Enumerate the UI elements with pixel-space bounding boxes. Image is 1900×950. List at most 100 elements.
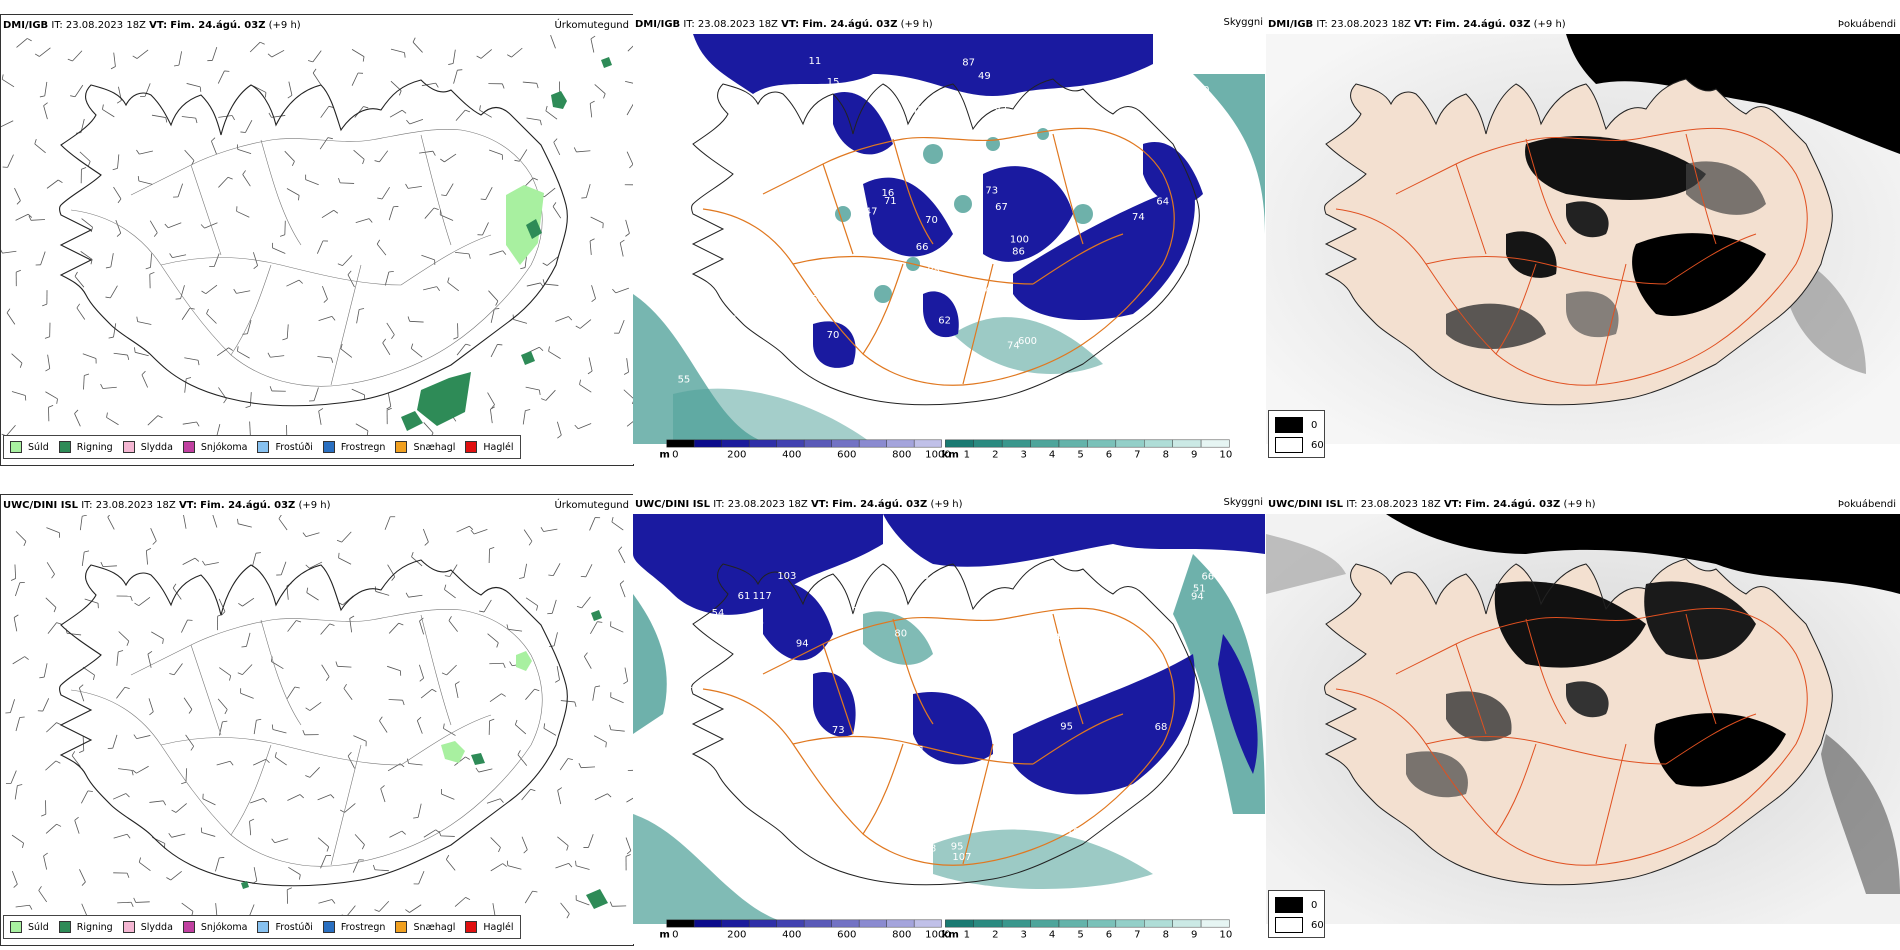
wind-barb bbox=[488, 290, 499, 302]
wind-barb bbox=[205, 284, 218, 294]
wind-barb bbox=[138, 180, 153, 185]
visibility-value-label: 47 bbox=[865, 206, 878, 217]
wind-barb bbox=[455, 109, 466, 121]
colorbar-tick-km: 4 bbox=[1049, 449, 1055, 460]
colorbar-tick-km: 6 bbox=[1106, 929, 1112, 940]
visibility-value-label: 73 bbox=[985, 185, 998, 196]
wind-barb bbox=[356, 309, 360, 324]
wind-barb bbox=[136, 765, 149, 774]
wind-barb bbox=[579, 384, 592, 393]
wind-barb bbox=[2, 78, 15, 88]
wind-barb bbox=[72, 50, 83, 62]
wind-barb bbox=[342, 255, 353, 266]
wind-barb bbox=[115, 219, 122, 234]
wind-barb bbox=[280, 561, 287, 576]
visibility-value-label: 61 bbox=[738, 591, 751, 602]
colorbar-segment bbox=[803, 439, 832, 448]
wind-barb bbox=[545, 110, 558, 120]
colorbar-segment bbox=[1115, 919, 1145, 928]
visibility-value-label: 70 bbox=[916, 571, 929, 582]
vt-label: VT: bbox=[810, 499, 829, 510]
colorbar-segment bbox=[666, 439, 695, 448]
wind-barb bbox=[615, 287, 630, 294]
wind-barb bbox=[407, 185, 422, 189]
visibility-value-label: 57 bbox=[851, 266, 864, 277]
vt-value: Fim. 24.ágú. 03Z bbox=[1435, 19, 1531, 30]
precip-panel-row1: DMI/IGB IT: 23.08.2023 18Z VT: Fim. 24.á… bbox=[0, 14, 634, 466]
wind-barb bbox=[79, 151, 91, 162]
visibility-panel-row1: DMI/IGB IT: 23.08.2023 18Z VT: Fim. 24.á… bbox=[633, 14, 1265, 464]
visibility-value-label: 80 bbox=[1116, 664, 1129, 675]
wind-barb bbox=[245, 119, 253, 133]
wind-barb bbox=[112, 734, 118, 749]
wind-barb bbox=[6, 425, 16, 437]
wind-barb bbox=[626, 797, 633, 803]
wind-barb bbox=[118, 631, 130, 642]
colorbar-tick-km: 9 bbox=[1191, 449, 1197, 460]
it-value: 23.08.2023 18Z bbox=[727, 499, 808, 510]
precip-title: Úrkomutegund bbox=[554, 500, 629, 511]
visibility-value-label: 68 bbox=[1155, 722, 1168, 733]
it-label: IT: bbox=[1346, 499, 1358, 510]
wind-barb bbox=[113, 352, 128, 356]
wind-barb bbox=[13, 617, 18, 632]
visibility-value-label: 600 bbox=[1018, 336, 1037, 347]
visibility-value-label: 301 bbox=[1174, 88, 1193, 99]
wind-barb bbox=[11, 391, 26, 396]
wind-barb bbox=[453, 70, 458, 84]
visibility-value-label: 52 bbox=[720, 677, 733, 688]
wind-barb bbox=[215, 903, 218, 918]
wind-barb bbox=[316, 240, 324, 254]
wind-barb bbox=[178, 51, 183, 66]
colorbar-segment bbox=[721, 919, 750, 928]
wind-barb bbox=[141, 374, 149, 388]
wind-barb bbox=[556, 421, 562, 436]
wind-barb bbox=[455, 252, 470, 255]
fog-dark-areas bbox=[1406, 581, 1786, 798]
wind-barb bbox=[559, 758, 569, 771]
legend-item: Snæhagl bbox=[395, 921, 455, 933]
wind-barbs bbox=[5, 515, 633, 921]
wind-barb bbox=[117, 901, 132, 904]
colorbar-tick-km: 3 bbox=[1021, 449, 1027, 460]
wind-barb bbox=[441, 793, 455, 800]
visibility-value-labels: 69 64 71 130 78 81 67 70 57 301 64 15 552 50 52 49 54 51 8… bbox=[678, 56, 1210, 386]
wind-barb bbox=[594, 793, 608, 801]
wind-barb bbox=[389, 830, 403, 838]
wind-barb bbox=[485, 187, 493, 200]
legend-item: Rigning bbox=[58, 921, 113, 933]
wind-barb bbox=[619, 583, 626, 598]
wind-barb bbox=[15, 904, 30, 908]
model-name: DMI/IGB bbox=[635, 19, 681, 30]
colorbar-tick-m: 0 bbox=[672, 449, 678, 460]
wind-barb bbox=[212, 515, 218, 528]
wind-barb bbox=[626, 358, 629, 373]
wind-barb bbox=[112, 793, 127, 800]
visibility-map: 107 98 95 95 95 94 96 91 101 117 90 94 70 81 79 113 103 1… bbox=[633, 514, 1265, 924]
wind-barb bbox=[590, 216, 604, 224]
wind-barb bbox=[351, 388, 365, 396]
visibility-value-label: 95 bbox=[1060, 722, 1073, 733]
wind-barb bbox=[15, 582, 21, 597]
wind-barb bbox=[388, 699, 403, 701]
wind-barb bbox=[321, 209, 335, 219]
wind-barb bbox=[523, 563, 527, 578]
wind-barb bbox=[560, 700, 575, 703]
wind-barb bbox=[513, 319, 528, 324]
visibility-title: Skyggni bbox=[1223, 17, 1263, 28]
legend-item: Frostúði bbox=[257, 441, 313, 453]
wind-barb bbox=[548, 350, 561, 359]
wind-barb bbox=[544, 187, 556, 198]
wind-barb bbox=[421, 254, 435, 261]
fog-legend-item: 0 bbox=[1275, 897, 1317, 913]
wind-barb bbox=[12, 656, 25, 665]
wind-barb bbox=[136, 49, 149, 59]
wind-barb bbox=[378, 900, 390, 912]
wind-barb bbox=[182, 557, 196, 565]
wind-barb bbox=[380, 788, 386, 803]
wind-barb bbox=[593, 735, 607, 743]
wind-barb bbox=[552, 563, 561, 576]
wind-barb bbox=[591, 285, 596, 299]
legend-item: Frostregn bbox=[322, 441, 385, 453]
visibility-value-label: 100 bbox=[1067, 827, 1086, 838]
